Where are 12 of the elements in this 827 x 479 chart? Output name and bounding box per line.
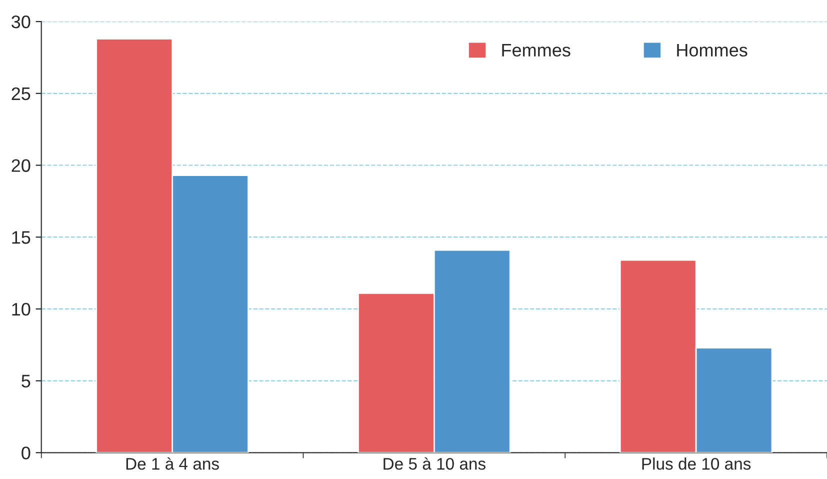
y-tick-label: 30: [12, 15, 30, 28]
x-tick-label: De 1 à 4 ans: [126, 457, 219, 470]
y-tick-label: 25: [12, 87, 30, 100]
x-tick-label: Plus de 10 ans: [642, 458, 751, 470]
y-tick-label: 15: [12, 231, 30, 244]
y-tick-label: 5: [22, 374, 30, 388]
x-tick-label: De 5 à 10 ans: [384, 457, 486, 470]
y-tick-label: 10: [12, 302, 30, 316]
y-tick-label: 0: [22, 446, 30, 460]
y-tick-label: 20: [12, 159, 30, 172]
legend-label: Hommes: [677, 44, 748, 57]
legend-label: Femmes: [502, 44, 570, 57]
